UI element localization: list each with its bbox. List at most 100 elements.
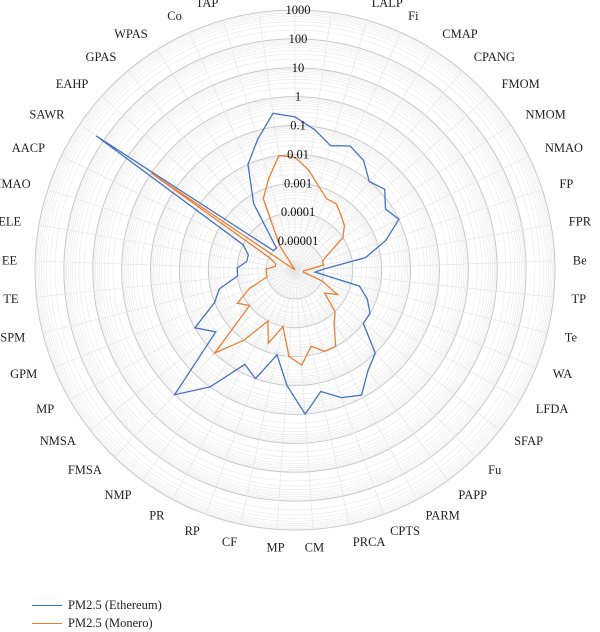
spoke	[172, 269, 296, 500]
category-label: AACP	[12, 141, 45, 155]
spoke	[188, 32, 296, 271]
spoke	[53, 269, 296, 368]
category-label: MP	[267, 540, 285, 554]
spoke	[294, 269, 314, 530]
spoke	[156, 49, 296, 271]
category-label: PARM	[426, 509, 460, 523]
spoke	[205, 269, 296, 515]
category-label: OS	[240, 0, 256, 2]
spoke	[294, 124, 511, 271]
spoke	[294, 12, 332, 271]
spoke	[294, 95, 489, 271]
category-label: FMSA	[68, 463, 102, 477]
spoke	[222, 19, 296, 271]
spoke	[38, 224, 296, 271]
category-label: ELE	[0, 215, 22, 229]
category-label: WA	[553, 367, 572, 381]
category-label: Co	[167, 9, 182, 23]
tick-label: 0.001	[284, 176, 312, 190]
spoke	[294, 155, 529, 271]
spoke	[294, 49, 434, 271]
legend-label-ethereum: PM2.5 (Ethereum)	[68, 597, 162, 612]
category-label: CF	[222, 535, 237, 549]
category-label: LALP	[372, 0, 403, 10]
category-label: NMAO	[545, 141, 583, 155]
spoke	[42, 269, 296, 334]
spoke	[294, 269, 418, 500]
category-label: SFAP	[514, 434, 543, 448]
tick-label: 1	[295, 90, 301, 104]
legend-item-monero: PM2.5 (Monero)	[32, 614, 162, 632]
category-label: MP	[36, 402, 54, 416]
spoke	[294, 269, 537, 368]
category-label: Fu	[488, 463, 502, 477]
category-label: NMP	[105, 488, 132, 502]
category-label: CPTS	[390, 524, 420, 538]
category-label: Be	[573, 253, 587, 267]
category-label: SPM	[0, 330, 25, 344]
radial-tick-labels: 0.00001 0.0001 0.001 0.01 0.1 1 10 100 1000	[278, 3, 319, 248]
spoke	[127, 70, 296, 271]
category-label: PR	[149, 509, 165, 523]
spoke	[114, 269, 296, 458]
legend-label-monero: PM2.5 (Monero)	[68, 615, 153, 630]
spoke	[258, 12, 296, 271]
category-label: GPM	[10, 367, 37, 381]
category-label: TE	[3, 292, 19, 306]
spoke	[294, 269, 554, 298]
category-label: SAWR	[29, 108, 65, 122]
spoke	[101, 95, 296, 271]
spoke	[47, 189, 296, 271]
spoke	[141, 269, 296, 481]
category-label: CPANG	[474, 50, 515, 64]
category-label: CM	[305, 540, 324, 554]
category-labels: CCFoLALPFiCMAPCPANGFMOMNMOMNMAOFPFPRBeTP…	[0, 0, 592, 554]
legend-swatch-monero	[32, 622, 62, 624]
tick-label: 0.00001	[278, 234, 319, 248]
legend-item-ethereum: PM2.5 (Ethereum)	[32, 596, 162, 614]
category-label: EAHP	[56, 77, 89, 91]
category-label: TAP	[196, 0, 219, 10]
tick-label: 0.01	[287, 147, 309, 161]
tick-label: 0.1	[290, 119, 306, 133]
spoke	[294, 269, 385, 515]
spoke	[294, 269, 521, 401]
category-label: NMOM	[526, 108, 566, 122]
category-label: RP	[185, 524, 200, 538]
spoke	[294, 269, 476, 458]
series-layer	[95, 112, 400, 416]
spoke	[69, 269, 296, 401]
category-label: FPR	[569, 215, 592, 229]
spoke	[89, 269, 296, 431]
category-label: FMOM	[502, 77, 540, 91]
category-label: PAPP	[458, 488, 487, 502]
category-label: PRCA	[353, 535, 386, 549]
spoke	[276, 269, 296, 530]
tick-label: 0.0001	[281, 205, 315, 219]
category-label: TP	[572, 292, 587, 306]
spoke	[294, 269, 501, 431]
spoke	[294, 224, 552, 271]
category-label: LFDA	[536, 402, 569, 416]
tick-label: 1000	[286, 3, 311, 17]
legend: PM2.5 (Ethereum) PM2.5 (Monero)	[32, 596, 162, 632]
category-label: NMSA	[40, 434, 76, 448]
category-label: Te	[565, 330, 578, 344]
spoke	[294, 269, 548, 334]
tick-label: 10	[292, 61, 305, 75]
series-line-ethereum	[95, 112, 400, 416]
category-label: GPAS	[85, 50, 116, 64]
spoke	[61, 155, 296, 271]
legend-swatch-ethereum	[32, 604, 62, 606]
spoke	[294, 260, 555, 271]
category-label: Fi	[408, 9, 419, 23]
spoke	[294, 269, 449, 481]
spoke	[36, 269, 296, 298]
category-label: WPAS	[114, 27, 148, 41]
category-label: FP	[559, 177, 573, 191]
spoke	[294, 70, 463, 271]
category-label: Fo	[334, 0, 347, 2]
spoke	[240, 269, 296, 525]
radar-spokes	[35, 10, 555, 530]
